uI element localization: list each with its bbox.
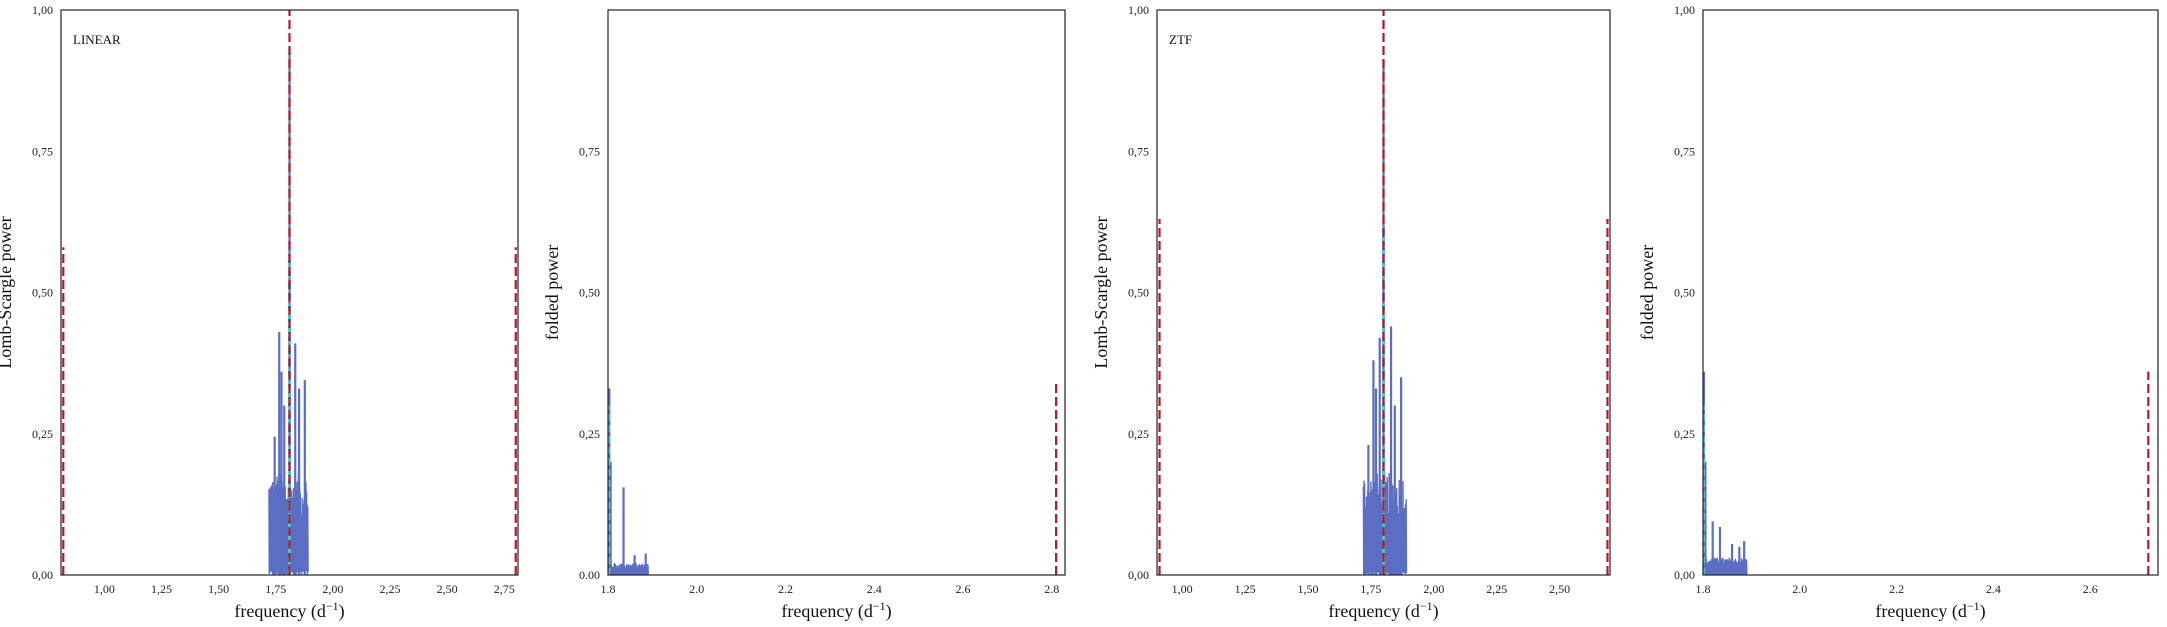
y-tick-label: 1,00 xyxy=(1674,3,1695,17)
y-tick-label: 0,00 xyxy=(32,568,53,582)
axes-frame xyxy=(1702,9,2159,576)
x-tick-label: 2,25 xyxy=(380,582,401,596)
x-tick-label: 1,25 xyxy=(1235,582,1256,596)
y-tick-label: 0,50 xyxy=(1674,286,1695,300)
y-tick-label: 0,00 xyxy=(1128,568,1149,582)
x-tick-label: 1,75 xyxy=(1360,582,1381,596)
x-tick-label: 1,50 xyxy=(208,582,229,596)
axes-frame xyxy=(60,9,519,576)
panel-annotation: ZTF xyxy=(1169,32,1192,47)
y-tick-label: 1,00 xyxy=(32,3,53,17)
x-tick-label: 2.0 xyxy=(1792,582,1807,596)
y-axis-label: folded power xyxy=(1637,245,1657,340)
y-tick-label: 0,50 xyxy=(579,286,600,300)
y-axis-label: folded power xyxy=(542,245,562,340)
x-tick-label: 2.2 xyxy=(778,582,793,596)
y-tick-label: 0,25 xyxy=(579,427,600,441)
axes-frame xyxy=(1156,9,1611,576)
y-tick-label: 0,50 xyxy=(1128,286,1149,300)
plot-area xyxy=(62,10,517,575)
x-tick-label: 2,50 xyxy=(1549,582,1570,596)
x-tick-label: 2.6 xyxy=(955,582,970,596)
x-tick-label: 2.2 xyxy=(1889,582,1904,596)
chart-panel-2: 1.8 2.0 2.2 2.4 2.6 2.8 0.00 0,25 0,50 0,75 freque… xyxy=(542,9,1066,622)
x-axis-label: frequency (d−1) xyxy=(1328,599,1438,622)
x-tick-label: 2.4 xyxy=(1986,582,2001,596)
x-axis-label: frequency (d−1) xyxy=(1875,599,1985,622)
x-tick-label: 2.8 xyxy=(1044,582,1059,596)
x-tick-label: 2.6 xyxy=(2083,582,2098,596)
x-tick-label: 1.8 xyxy=(1696,582,1711,596)
plot-area xyxy=(1703,371,2150,575)
x-tick-label: 2.0 xyxy=(689,582,704,596)
chart-panel-4: 1.8 2.0 2.2 2.4 2.6 0,00 0,25 0,50 0,75 1,00 frequ… xyxy=(1637,3,2159,622)
x-tick-label: 2,00 xyxy=(322,582,343,596)
plot-area xyxy=(608,382,1058,575)
y-axis-label: Lomb-Scargle power xyxy=(0,216,15,368)
y-tick-label: 0,75 xyxy=(1674,144,1695,158)
chart-panel-3: 1,00 1,25 1,50 1,75 2,00 2,25 2,50 0,00 0,25 0,50… xyxy=(1091,3,1611,622)
x-tick-label: 1,50 xyxy=(1298,582,1319,596)
panel-annotation: LINEAR xyxy=(73,32,121,47)
x-tick-label: 2,50 xyxy=(437,582,458,596)
y-tick-label: 0,75 xyxy=(1128,144,1149,158)
chart-panel-1: 1,00 1,25 1,50 1,75 2,00 2,25 2,50 2,75 0,00 0,25… xyxy=(0,3,519,622)
axes-frame xyxy=(607,9,1066,576)
x-tick-label: 1,00 xyxy=(94,582,115,596)
y-tick-label: 0,75 xyxy=(579,144,600,158)
x-tick-label: 2,25 xyxy=(1486,582,1507,596)
x-tick-label: 1,00 xyxy=(1172,582,1193,596)
y-axis-label: Lomb-Scargle power xyxy=(1091,216,1111,368)
y-tick-label: 0,25 xyxy=(1128,427,1149,441)
x-axis-label: frequency (d−1) xyxy=(781,599,891,622)
x-tick-label: 1,25 xyxy=(151,582,172,596)
y-tick-label: 0,50 xyxy=(32,286,53,300)
plot-area xyxy=(1158,10,1609,575)
y-tick-label: 0.00 xyxy=(579,568,600,582)
x-tick-label: 1,75 xyxy=(265,582,286,596)
y-tick-label: 0,25 xyxy=(1674,427,1695,441)
y-tick-label: 0,75 xyxy=(32,144,53,158)
y-tick-label: 0,00 xyxy=(1674,568,1695,582)
x-axis-label: frequency (d−1) xyxy=(234,599,344,622)
signal-band xyxy=(608,563,649,575)
signal-band xyxy=(1362,472,1408,575)
x-tick-label: 2.4 xyxy=(867,582,882,596)
y-tick-label: 0,25 xyxy=(32,427,53,441)
x-tick-label: 2,75 xyxy=(494,582,515,596)
y-tick-label: 1,00 xyxy=(1128,3,1149,17)
x-tick-label: 2,00 xyxy=(1423,582,1444,596)
x-tick-label: 1.8 xyxy=(601,582,616,596)
